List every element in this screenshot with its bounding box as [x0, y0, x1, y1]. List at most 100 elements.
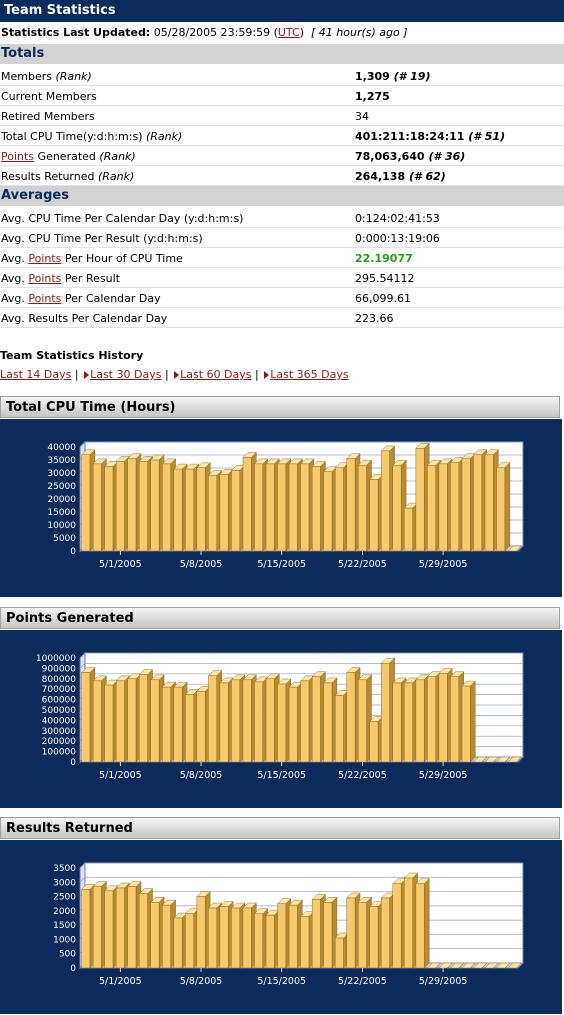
bar [196, 462, 211, 552]
bar-top [426, 962, 442, 969]
bar [323, 677, 338, 763]
bar [357, 896, 373, 969]
last-60-days-link[interactable]: Last 60 Days [180, 368, 252, 381]
y-tick-label: 3500 [53, 864, 76, 874]
averages-row-label-pre: Avg. Results Per Calendar Day [1, 312, 168, 325]
bar [334, 932, 349, 969]
points-link[interactable]: Points [28, 272, 62, 285]
points-link[interactable]: Points [1, 150, 35, 163]
bar [369, 901, 384, 969]
last-updated-label: Statistics Last Updated: [1, 26, 151, 39]
points-link[interactable]: Points [28, 292, 62, 305]
x-tick-label: 5/1/2005 [99, 559, 142, 570]
points-link[interactable]: Points [28, 252, 62, 265]
last-updated-ago: [ 41 hour(s) ago ] [310, 26, 408, 39]
averages-row: Avg. Points Per Calendar Day 66,099.61 [0, 288, 564, 308]
bar-face [92, 886, 102, 969]
totals-row-value: 1,309 (# 19) [355, 70, 431, 83]
totals-row-label: Points Generated (Rank) [1, 150, 136, 163]
y-tick-label: 2000 [53, 907, 76, 917]
bar-face [450, 676, 459, 763]
bar [207, 470, 223, 552]
bar [484, 449, 499, 552]
y-tick-label: 1000 [53, 935, 76, 945]
bar-face [358, 902, 367, 969]
gridline-depth [79, 663, 86, 669]
bar [150, 454, 165, 552]
bar [254, 458, 269, 552]
bar-face [346, 458, 356, 552]
bar-face [265, 914, 275, 969]
bar [219, 468, 234, 552]
bar [265, 458, 280, 552]
bar [484, 962, 499, 969]
y-tick-label: 2500 [53, 893, 76, 903]
x-tick-label: 5/1/2005 [99, 770, 142, 781]
rank-value: (# 36) [428, 150, 466, 163]
x-tick-label: 5/15/2005 [257, 976, 306, 987]
bar [104, 885, 119, 969]
bar-face [415, 883, 425, 969]
points-chart: 0100000200000300000400000500000600000700… [36, 651, 525, 781]
bar [161, 899, 177, 969]
averages-row-value: 0:000:13:19:06 [355, 232, 440, 245]
bar-face [115, 680, 125, 763]
totals-row-label-text: Results Returned [1, 170, 98, 183]
y-tick-label: 5000 [53, 534, 76, 544]
bar [346, 892, 361, 969]
bar-face [346, 672, 356, 763]
bar-face [92, 680, 102, 763]
bar-face [92, 463, 102, 552]
bar-top [507, 756, 522, 763]
y-tick-label: 35000 [47, 456, 76, 466]
bar-face [311, 676, 321, 763]
bar [265, 909, 280, 969]
bar-face [150, 902, 160, 969]
bar-face [242, 907, 252, 969]
averages-row-label-pre: Avg. [1, 272, 29, 285]
averages-row-label-pre: Avg. [1, 292, 29, 305]
totals-row-label: Retired Members [1, 110, 95, 123]
bar [115, 882, 130, 969]
y-tick-label: 200000 [42, 737, 77, 747]
bar-face [185, 468, 194, 552]
bar [277, 898, 292, 969]
bar [473, 756, 488, 763]
y-tick-label: 100000 [42, 748, 77, 758]
bar [461, 962, 476, 969]
bar-face [139, 893, 148, 969]
bar-face [311, 466, 321, 552]
gridline-depth [79, 652, 86, 659]
y-tick-label: 0 [70, 964, 76, 974]
averages-row-value: 66,099.61 [355, 292, 411, 305]
last-14-days-link[interactable]: Last 14 Days [0, 368, 72, 381]
bar [150, 674, 165, 763]
bar-top [484, 756, 499, 763]
averages-row-label-pre: Avg. CPU Time Per Calendar Day (y:d:h:m:… [1, 212, 244, 225]
bar-face [173, 917, 183, 969]
last-365-days-link[interactable]: Last 365 Days [270, 368, 349, 381]
bar-face [162, 686, 171, 763]
last-30-days-link[interactable]: Last 30 Days [90, 368, 162, 381]
totals-row-label-text: Generated [34, 150, 100, 163]
bar-face [104, 684, 114, 763]
bar-face [208, 907, 217, 969]
totals-row: Retired Members 34 [0, 106, 564, 126]
last-updated-line: Statistics Last Updated: 05/28/2005 23:5… [0, 22, 564, 44]
totals-row: Current Members 1,275 [0, 86, 564, 106]
averages-row-label-post: Per Result [61, 272, 120, 285]
bar [323, 466, 338, 552]
bar [173, 463, 188, 552]
bar-face [208, 475, 217, 552]
bar-face [496, 467, 506, 552]
bar [438, 962, 453, 969]
bar [196, 891, 211, 969]
bar-face [219, 474, 229, 552]
bar-face [185, 913, 194, 969]
bar-face [150, 679, 160, 763]
x-tick-label: 5/22/2005 [338, 559, 387, 570]
bar [254, 676, 269, 763]
y-tick-label: 1500 [53, 921, 76, 931]
history-title: Team Statistics History [0, 349, 144, 362]
utc-link[interactable]: UTC [277, 26, 300, 39]
